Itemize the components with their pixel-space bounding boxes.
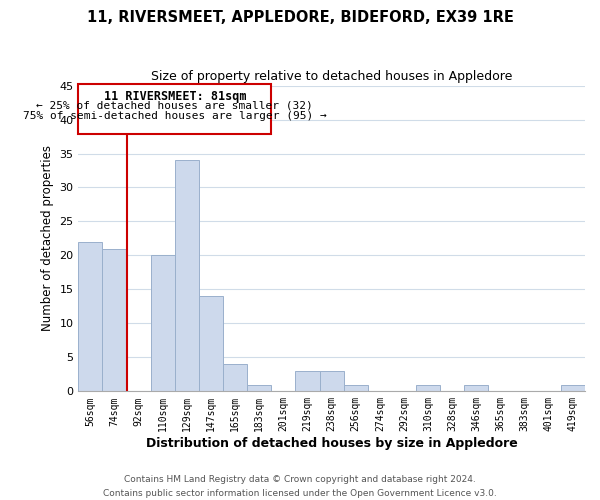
- Text: 11, RIVERSMEET, APPLEDORE, BIDEFORD, EX39 1RE: 11, RIVERSMEET, APPLEDORE, BIDEFORD, EX3…: [86, 10, 514, 25]
- Title: Size of property relative to detached houses in Appledore: Size of property relative to detached ho…: [151, 70, 512, 83]
- Bar: [175, 160, 199, 392]
- Bar: [79, 242, 103, 392]
- Bar: [561, 384, 585, 392]
- Text: Contains HM Land Registry data © Crown copyright and database right 2024.
Contai: Contains HM Land Registry data © Crown c…: [103, 476, 497, 498]
- Bar: [416, 384, 440, 392]
- Bar: [103, 248, 127, 392]
- Bar: [199, 296, 223, 392]
- Bar: [247, 384, 271, 392]
- Text: ← 25% of detached houses are smaller (32): ← 25% of detached houses are smaller (32…: [37, 100, 313, 110]
- X-axis label: Distribution of detached houses by size in Appledore: Distribution of detached houses by size …: [146, 437, 518, 450]
- Bar: [223, 364, 247, 392]
- Bar: [320, 371, 344, 392]
- Text: 11 RIVERSMEET: 81sqm: 11 RIVERSMEET: 81sqm: [104, 90, 246, 102]
- Text: 75% of semi-detached houses are larger (95) →: 75% of semi-detached houses are larger (…: [23, 112, 326, 122]
- Bar: [464, 384, 488, 392]
- Bar: [151, 256, 175, 392]
- FancyBboxPatch shape: [79, 84, 271, 134]
- Y-axis label: Number of detached properties: Number of detached properties: [41, 146, 54, 332]
- Bar: [295, 371, 320, 392]
- Bar: [344, 384, 368, 392]
